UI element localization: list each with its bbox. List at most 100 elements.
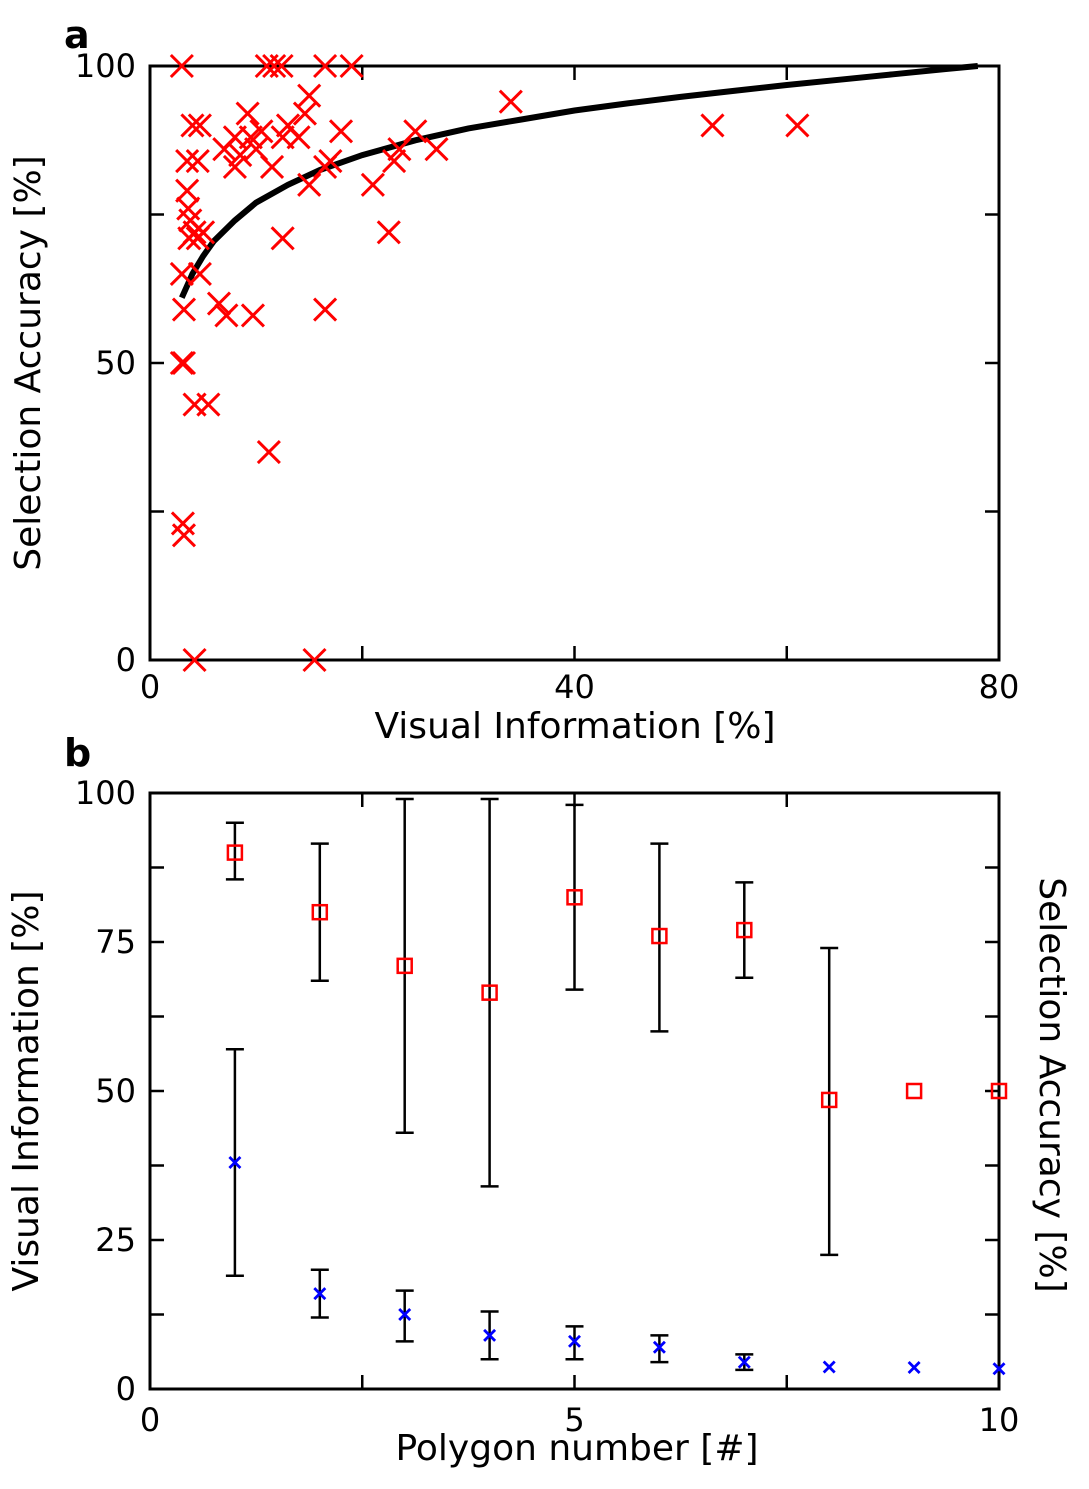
- accuracy-point: [226, 844, 244, 861]
- y-tick-label: 100: [75, 774, 136, 812]
- visual-info-point: [568, 1334, 581, 1348]
- data-point: [180, 113, 205, 138]
- data-point: [286, 125, 311, 150]
- panel-b-label: b: [64, 731, 91, 775]
- data-point: [235, 101, 260, 126]
- y-tick-label: 75: [95, 923, 136, 961]
- data-point: [339, 53, 364, 79]
- data-point: [269, 53, 294, 79]
- data-point: [175, 148, 200, 174]
- y-tick-label: 0: [116, 641, 136, 679]
- data-point: [171, 297, 197, 322]
- data-point: [222, 154, 247, 180]
- x-tick-label: 5: [564, 1401, 584, 1439]
- data-point: [424, 137, 449, 162]
- data-point: [498, 89, 523, 114]
- error-bar: [820, 946, 839, 1257]
- data-point: [328, 119, 354, 144]
- data-point: [387, 137, 412, 162]
- visual-info-point: [992, 1362, 1006, 1376]
- panel-a-frame: [148, 64, 1001, 662]
- data-point: [376, 220, 401, 245]
- accuracy-point: [820, 1091, 838, 1109]
- accuracy-point: [311, 903, 329, 921]
- panel-a: a 0 40 80 0 50 100 Visual Information [%] Sel…: [8, 13, 1019, 747]
- panel-b-ticks: [148, 791, 1001, 1391]
- accuracy-point: [905, 1082, 923, 1100]
- error-bar: [480, 797, 499, 1188]
- x-tick-label: 80: [979, 668, 1020, 706]
- panel-a-label: a: [64, 13, 90, 57]
- data-point: [382, 148, 407, 174]
- panel-b-right-axis-label: Selection Accuracy [%]: [1031, 877, 1072, 1292]
- visual-info-point: [907, 1361, 921, 1375]
- visual-info-point: [228, 1156, 242, 1170]
- data-point: [187, 113, 212, 138]
- y-tick-label: 25: [95, 1221, 136, 1259]
- accuracy-point: [736, 921, 753, 939]
- panel-a-fit-curve: [179, 63, 979, 299]
- data-point: [270, 226, 295, 251]
- panel-b-x-axis-label: Polygon number [#]: [395, 1428, 758, 1469]
- data-point: [313, 53, 338, 79]
- error-bar: [310, 842, 329, 982]
- visual-info-point: [822, 1360, 836, 1374]
- visual-info-point: [313, 1287, 327, 1301]
- data-point: [297, 83, 322, 108]
- visual-info-point: [398, 1308, 412, 1321]
- data-point: [169, 350, 194, 376]
- visual-info-point: [652, 1340, 666, 1354]
- data-point: [206, 291, 232, 316]
- panel-a-points: [169, 53, 810, 673]
- x-tick-label: 40: [554, 668, 595, 706]
- error-bar: [650, 842, 669, 1033]
- data-point: [256, 440, 281, 465]
- data-point: [214, 303, 239, 328]
- data-point: [318, 148, 343, 174]
- panel-b-y-axis-label: Visual Information [%]: [6, 890, 47, 1291]
- data-point: [785, 113, 810, 138]
- accuracy-point: [396, 957, 413, 975]
- error-bar: [735, 881, 754, 980]
- data-point: [262, 53, 287, 79]
- x-tick-label: 0: [140, 1401, 160, 1439]
- data-point: [169, 53, 194, 79]
- error-bar: [225, 821, 244, 881]
- panel-a-x-axis-label: Visual Information [%]: [374, 706, 775, 747]
- data-point: [297, 172, 322, 197]
- data-point: [249, 119, 274, 144]
- y-tick-label: 0: [116, 1370, 136, 1408]
- data-point: [240, 303, 266, 328]
- data-point: [196, 392, 221, 417]
- data-point: [177, 226, 202, 251]
- data-point: [182, 647, 207, 673]
- y-tick-label: 100: [75, 47, 136, 85]
- accuracy-point: [481, 984, 498, 1001]
- data-point: [313, 297, 338, 322]
- error-bar: [395, 797, 414, 1134]
- panel-a-tick-labels: 0 40 80 0 50 100: [75, 47, 1019, 706]
- panel-b-points: [226, 844, 1008, 1376]
- y-tick-label: 50: [95, 344, 136, 382]
- x-tick-label: 0: [140, 668, 160, 706]
- data-point: [187, 261, 212, 286]
- data-point: [360, 172, 385, 197]
- data-point: [171, 350, 197, 376]
- data-point: [191, 220, 216, 245]
- panel-b-error-bars: [225, 797, 839, 1372]
- y-tick-label: 50: [95, 1072, 136, 1110]
- x-tick-label: 10: [979, 1401, 1020, 1439]
- visual-info-point: [737, 1355, 751, 1369]
- accuracy-point: [651, 927, 668, 945]
- data-point: [292, 101, 318, 126]
- data-point: [700, 113, 725, 138]
- accuracy-point: [990, 1082, 1008, 1100]
- accuracy-point: [566, 889, 583, 906]
- data-point: [170, 511, 195, 536]
- panel-a-y-axis-label: Selection Accuracy [%]: [8, 155, 49, 570]
- error-bar: [565, 803, 584, 991]
- data-point: [259, 154, 285, 180]
